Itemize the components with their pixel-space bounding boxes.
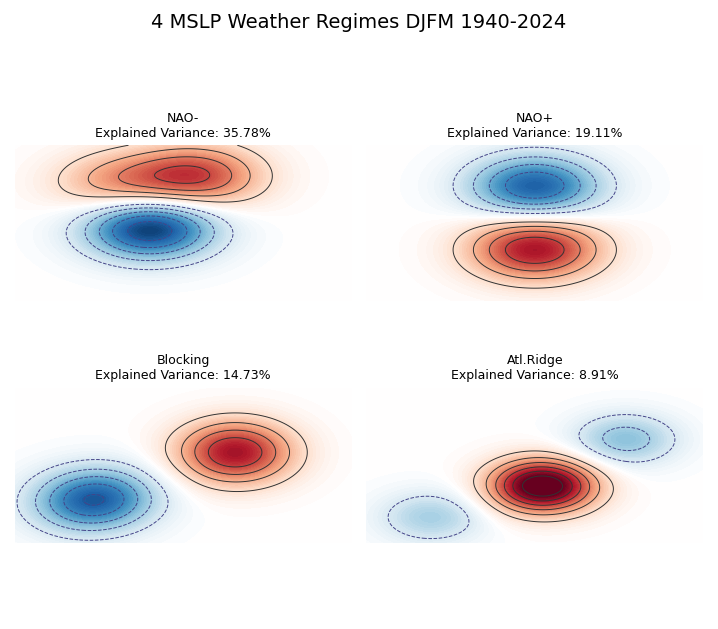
Text: 4 MSLP Weather Regimes DJFM 1940-2024: 4 MSLP Weather Regimes DJFM 1940-2024 [151, 13, 567, 31]
Title: Atl.Ridge
Explained Variance: 8.91%: Atl.Ridge Explained Variance: 8.91% [451, 354, 619, 382]
Title: Blocking
Explained Variance: 14.73%: Blocking Explained Variance: 14.73% [95, 354, 271, 382]
Title: NAO+
Explained Variance: 19.11%: NAO+ Explained Variance: 19.11% [447, 112, 623, 140]
Title: NAO-
Explained Variance: 35.78%: NAO- Explained Variance: 35.78% [95, 112, 271, 140]
